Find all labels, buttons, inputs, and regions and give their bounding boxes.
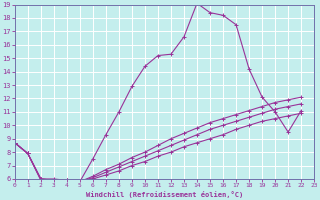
X-axis label: Windchill (Refroidissement éolien,°C): Windchill (Refroidissement éolien,°C) — [86, 191, 243, 198]
